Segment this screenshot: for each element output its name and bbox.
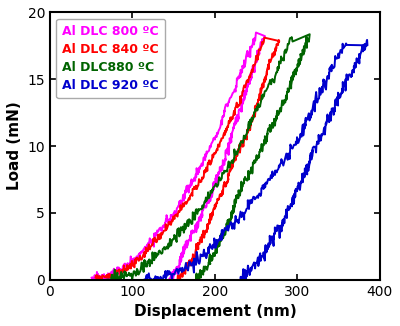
X-axis label: Displacement (nm): Displacement (nm) [134,304,296,319]
Legend: Al DLC 800 ºC, Al DLC 840 ºC, Al DLC880 ºC, Al DLC 920 ºC: Al DLC 800 ºC, Al DLC 840 ºC, Al DLC880 … [56,19,165,98]
Y-axis label: Load (mN): Load (mN) [7,102,22,190]
